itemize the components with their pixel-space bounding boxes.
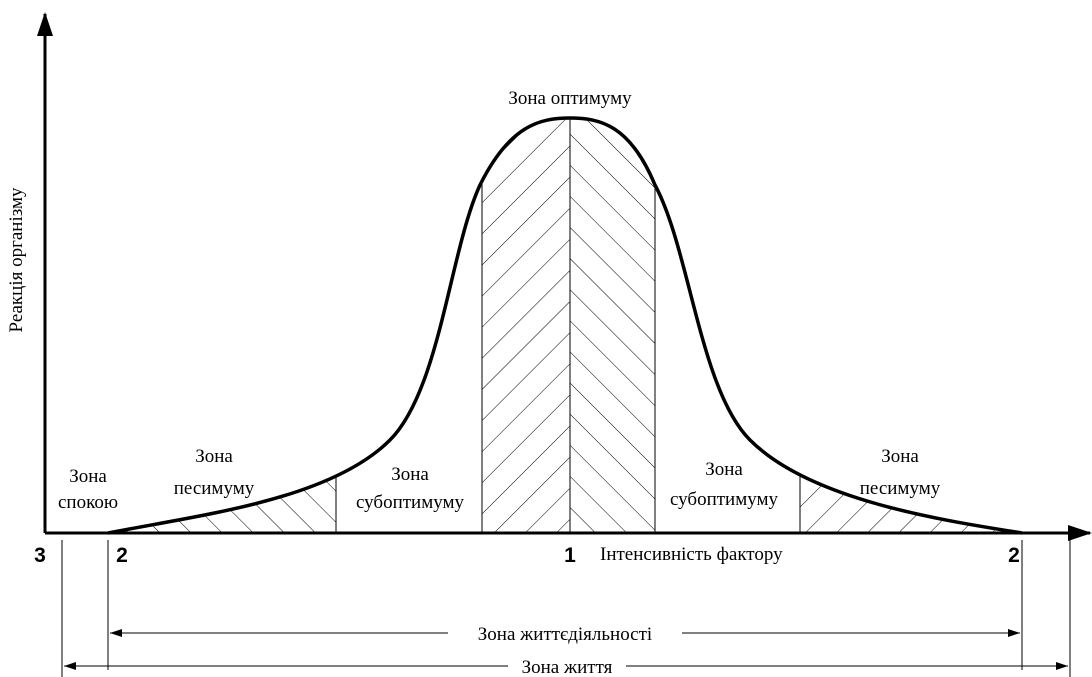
point-label: 3 xyxy=(34,544,46,567)
point-label: 2 xyxy=(116,544,128,567)
zone-label: песимуму xyxy=(860,478,941,499)
response-curve xyxy=(107,116,1023,535)
point-label: 1 xyxy=(564,544,576,567)
zone-label: субоптимуму xyxy=(356,492,465,513)
y-axis-label: Реакція організму xyxy=(6,187,27,333)
hatching xyxy=(108,118,1022,533)
zone-label: спокою xyxy=(58,492,118,513)
zone-label: Зона оптимуму xyxy=(508,88,632,109)
zone-label: субоптимуму xyxy=(670,489,779,510)
zone-label: Зона xyxy=(195,446,233,467)
span-label: Зона життєдіяльності xyxy=(478,624,652,645)
zone-label: Зона xyxy=(881,446,919,467)
span-label: Зона життя xyxy=(522,657,613,677)
zone-label: Зона xyxy=(391,464,429,485)
zone-label: песимуму xyxy=(174,478,255,499)
x-axis-label: Інтенсивність фактору xyxy=(600,544,783,565)
boundary-lines xyxy=(61,540,1071,677)
zone-label: Зона xyxy=(69,466,107,487)
zone-label: Зона xyxy=(705,459,743,480)
point-label: 2 xyxy=(1008,544,1020,567)
